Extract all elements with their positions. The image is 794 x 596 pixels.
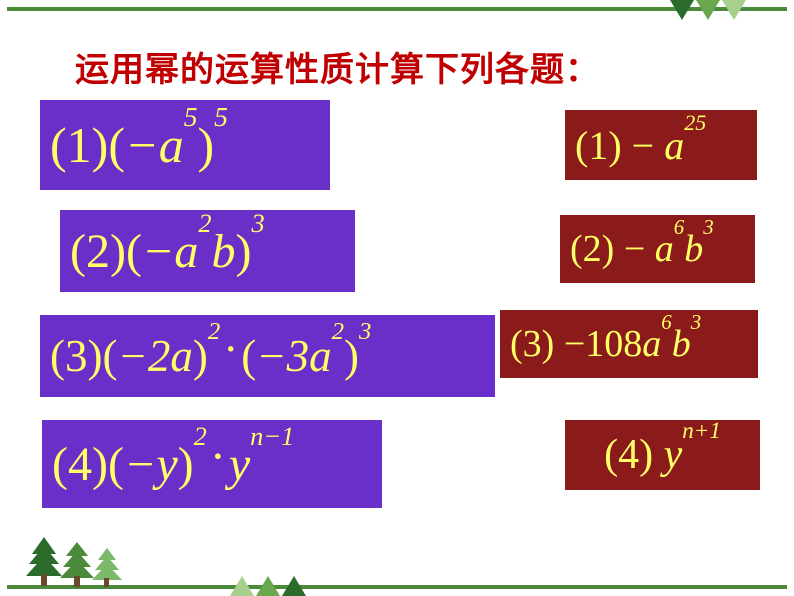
tree-icon (22, 534, 132, 594)
question-4: (4)(−y)2·yn−1 (42, 420, 382, 508)
answer-2: (2) − a6b3 (560, 215, 755, 283)
decor-triangles-top (670, 0, 746, 20)
answer-4: (4) yn+1 (565, 420, 760, 490)
question-3: (3)(−2a)2·(−3a2)3 (40, 315, 495, 397)
question-2: (2)(−a2b)3 (60, 210, 355, 292)
decor-triangles-bottom (230, 576, 306, 596)
question-1: (1)(−a5)5 (40, 100, 330, 190)
page-title: 运用幂的运算性质计算下列各题： (75, 42, 600, 91)
answer-3: (3) −108a6b3 (500, 310, 758, 378)
answer-1: (1) − a25 (565, 110, 757, 180)
